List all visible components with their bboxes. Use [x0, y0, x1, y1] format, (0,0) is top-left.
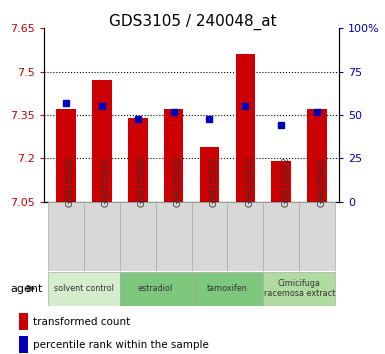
FancyBboxPatch shape: [299, 202, 335, 271]
Text: GSM155007: GSM155007: [102, 157, 111, 207]
Text: estradiol: estradiol: [138, 284, 173, 293]
FancyBboxPatch shape: [120, 202, 156, 271]
FancyBboxPatch shape: [48, 202, 84, 271]
Bar: [164, 109, 184, 202]
Text: GSM155006: GSM155006: [66, 157, 75, 207]
Bar: [236, 55, 255, 202]
FancyBboxPatch shape: [48, 272, 120, 306]
Text: GSM155009: GSM155009: [174, 157, 182, 207]
Bar: [19, 336, 28, 353]
FancyBboxPatch shape: [192, 202, 228, 271]
Bar: [307, 109, 327, 202]
Text: GSM155013: GSM155013: [245, 157, 254, 207]
FancyBboxPatch shape: [84, 202, 120, 271]
FancyBboxPatch shape: [228, 202, 263, 271]
Text: transformed count: transformed count: [33, 317, 131, 327]
Text: solvent control: solvent control: [54, 284, 114, 293]
Text: GSM154972: GSM154972: [281, 157, 290, 207]
FancyBboxPatch shape: [156, 202, 192, 271]
Text: GDS3105 / 240048_at: GDS3105 / 240048_at: [109, 14, 276, 30]
Bar: [128, 118, 147, 202]
Text: GSM155005: GSM155005: [317, 157, 326, 207]
Text: Cimicifuga
racemosa extract: Cimicifuga racemosa extract: [264, 279, 335, 298]
Bar: [19, 313, 28, 331]
FancyBboxPatch shape: [120, 272, 192, 306]
FancyBboxPatch shape: [263, 202, 299, 271]
Text: percentile rank within the sample: percentile rank within the sample: [33, 340, 209, 350]
Bar: [56, 109, 76, 202]
Bar: [271, 161, 291, 202]
Text: agent: agent: [10, 284, 42, 293]
Text: tamoxifen: tamoxifen: [207, 284, 248, 293]
Text: GSM155012: GSM155012: [209, 157, 219, 207]
FancyBboxPatch shape: [192, 272, 263, 306]
FancyBboxPatch shape: [263, 272, 335, 306]
Bar: [199, 147, 219, 202]
Text: GSM155008: GSM155008: [138, 157, 147, 207]
Bar: [92, 80, 112, 202]
